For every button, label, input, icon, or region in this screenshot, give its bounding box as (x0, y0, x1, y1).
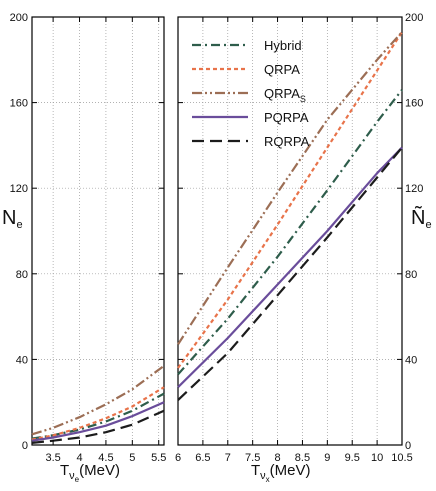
right-x-label-main: T (251, 462, 260, 479)
right-y-label-main: Ñ (411, 205, 425, 229)
left-series-pqrpa (31, 401, 165, 442)
left-series-hybrid (31, 392, 165, 440)
right-x-tick-label: 9.5 (345, 452, 360, 464)
right-x-tick-label: 10 (371, 452, 383, 464)
right-panel-frame (177, 16, 403, 446)
left-x-label-unit: (MeV) (79, 462, 120, 479)
left-x-tick-label: 4.5 (98, 452, 113, 464)
legend-label-rqrpa: RQRPA (264, 134, 310, 149)
right-series-pqrpa (177, 146, 403, 388)
right-x-tick-label: 7 (225, 452, 231, 464)
left-y-axis-label: Ne (2, 207, 23, 231)
legend: Hybrid QRPA QRPAS PQRPA RQRPA (192, 38, 310, 149)
left-y-tick-label: 120 (10, 183, 28, 195)
left-x-axis-label: Tνe(MeV) (60, 462, 120, 484)
right-x-tick-label: 7.5 (245, 452, 260, 464)
left-y-label-main: N (2, 207, 16, 229)
legend-label-hybrid: Hybrid (264, 38, 302, 53)
right-x-label-unit: (MeV) (270, 462, 311, 479)
right-y-tick-label: 120 (405, 183, 423, 195)
right-y-tick-label: 200 (405, 12, 423, 24)
right-y-label-sub: e (425, 219, 431, 231)
right-x-tick-label: 6.5 (195, 452, 210, 464)
right-x-tick-label: 8.5 (295, 452, 310, 464)
left-panel-series (31, 364, 165, 444)
left-x-tick-label: 4 (76, 452, 82, 464)
left-y-tick-label: 40 (16, 354, 28, 366)
left-panel-ticks: 3.5 4 4.5 5 5.5 0 40 80 120 160 200 (10, 12, 167, 464)
left-series-qrpa (31, 386, 165, 441)
left-x-tick-label: 5.5 (151, 452, 166, 464)
right-y-tick-label: 0 (405, 440, 411, 452)
right-series-qrpa (177, 31, 403, 369)
left-y-tick-label: 200 (10, 12, 28, 24)
right-series-hybrid (177, 89, 403, 376)
left-panel-frame (31, 16, 165, 446)
right-series-rqrpa (177, 146, 403, 401)
left-panel-gridlines (32, 17, 164, 445)
right-y-tick-label: 40 (405, 354, 417, 366)
right-y-tick-label: 80 (405, 269, 417, 281)
right-y-axis-label: Ñe (411, 205, 432, 231)
right-x-axis-label: Tνx(MeV) (251, 462, 311, 484)
right-x-tick-label: 8 (274, 452, 280, 464)
right-x-tick-label: 10.5 (391, 452, 412, 464)
left-x-label-main: T (60, 462, 69, 479)
legend-label-pqrpa: PQRPA (264, 110, 309, 125)
right-x-label-subsub: x (266, 475, 270, 484)
left-y-label-sub: e (16, 219, 22, 231)
legend-label-qrpa-s: QRPAS (264, 86, 306, 104)
right-x-tick-label: 6 (175, 452, 181, 464)
right-panel-series (177, 31, 403, 401)
left-y-tick-label: 0 (22, 440, 28, 452)
left-y-tick-label: 80 (16, 269, 28, 281)
right-y-tick-label: 160 (405, 98, 423, 110)
left-series-qrpa-s (31, 364, 165, 436)
right-panel-ticks: 6 6.5 7 7.5 8 8.5 9 9.5 10 10.50 40 80 120 160 200 (175, 12, 423, 464)
right-panel-gridlines (178, 17, 402, 445)
right-series-qrpa-s (177, 31, 403, 345)
right-x-label-sub: ν (260, 470, 266, 482)
legend-label-qrpa: QRPA (264, 62, 300, 77)
left-x-tick-label: 5 (129, 452, 135, 464)
left-x-label-sub: ν (69, 470, 75, 482)
left-y-tick-label: 160 (10, 98, 28, 110)
left-x-label-subsub: e (75, 475, 80, 484)
left-series-rqrpa (31, 409, 165, 444)
left-x-tick-label: 3.5 (45, 452, 60, 464)
right-x-tick-label: 9 (324, 452, 330, 464)
